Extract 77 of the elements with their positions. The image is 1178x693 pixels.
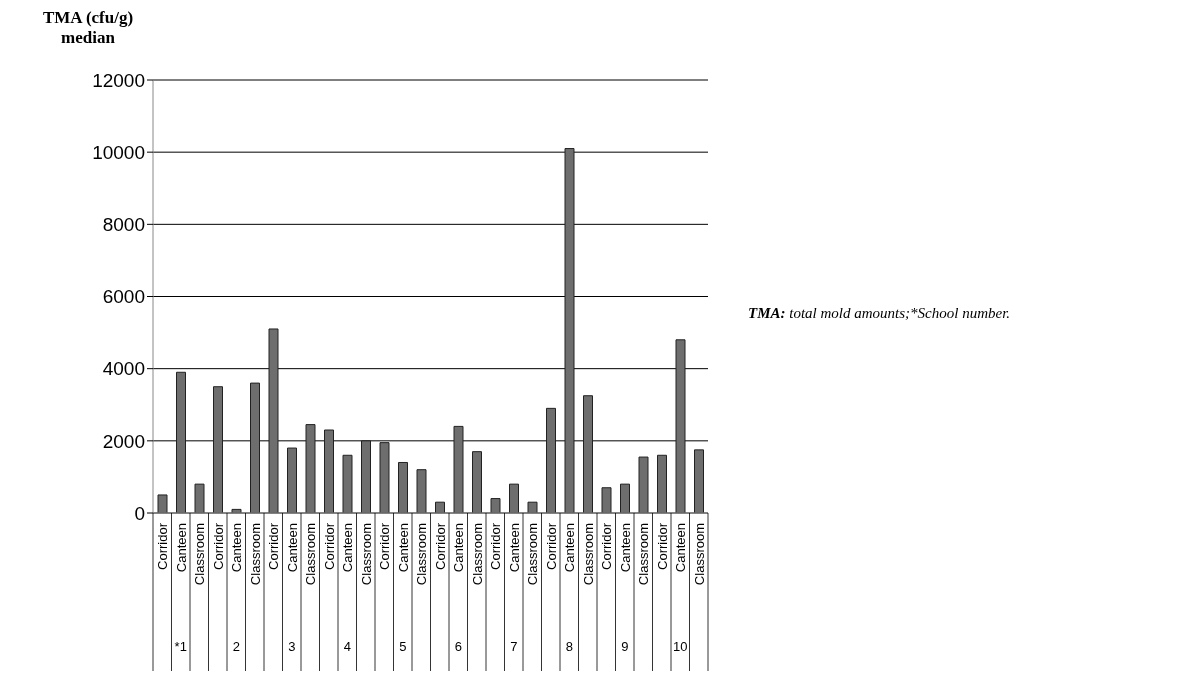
- text: 2: [232, 639, 240, 654]
- bar: [250, 382, 260, 513]
- text: TMA: total mold amounts;*School number.: [748, 305, 1011, 322]
- bar: [398, 461, 408, 513]
- y-tick-label: 8000: [102, 214, 145, 236]
- bar: [601, 487, 612, 513]
- x-tick-label: Classroom: [636, 523, 652, 586]
- y-tick-label: 6000: [102, 286, 145, 308]
- text: 6: [454, 639, 462, 654]
- y-tick-label: 4000: [102, 358, 145, 380]
- x-tick-label: Classroom: [691, 523, 707, 586]
- bar: [527, 501, 538, 513]
- x-tick-label: Classroom: [580, 523, 596, 586]
- text: 4: [343, 639, 351, 654]
- x-tick-label: Corridor: [432, 522, 448, 570]
- x-tick-label: Canteen: [284, 523, 300, 573]
- x-tick-label: Corridor: [155, 522, 171, 570]
- bar: [657, 454, 667, 513]
- bar: [268, 328, 279, 513]
- x-tick-label: Classroom: [469, 523, 485, 586]
- text: *1: [174, 639, 187, 654]
- x-tick-label: Corridor: [321, 522, 337, 570]
- bar: [194, 483, 205, 513]
- x-tick-label: Corridor: [599, 522, 615, 570]
- y-tick-label: 0: [134, 502, 145, 524]
- text: 9: [621, 639, 629, 654]
- bar: [453, 425, 464, 513]
- x-tick-label: Canteen: [562, 523, 578, 573]
- x-tick-label: Classroom: [414, 523, 430, 586]
- bar: [490, 498, 501, 513]
- bar: [472, 451, 482, 513]
- x-tick-label: Corridor: [210, 522, 226, 570]
- bar: [675, 339, 686, 513]
- bar: [379, 442, 390, 513]
- text: 5: [399, 639, 407, 654]
- x-tick-label: Corridor: [543, 522, 559, 570]
- y-tick-label: 12000: [92, 69, 145, 91]
- x-tick-label: Classroom: [358, 523, 374, 586]
- x-tick-label: Canteen: [229, 523, 245, 573]
- y-axis-title: TMA (cfu/g) median: [41, 8, 135, 48]
- y-tick-label: 10000: [92, 141, 145, 163]
- bar: [342, 454, 353, 513]
- x-tick-label: Canteen: [173, 523, 189, 573]
- bar: [361, 440, 371, 513]
- bar: [416, 469, 427, 513]
- x-tick-label: Canteen: [617, 523, 633, 573]
- x-tick-label: Canteen: [340, 523, 356, 573]
- bar: [213, 386, 223, 513]
- text: 7: [510, 639, 518, 654]
- bar: [509, 483, 519, 513]
- bar: [583, 395, 593, 513]
- bar: [176, 371, 186, 513]
- bar: [546, 407, 556, 513]
- x-tick-label: Classroom: [525, 523, 541, 586]
- bar: [287, 447, 297, 513]
- text: 3: [288, 639, 296, 654]
- bar: [564, 148, 575, 513]
- x-tick-label: Corridor: [377, 522, 393, 570]
- x-tick-label: Canteen: [506, 523, 522, 573]
- x-tick-label: Classroom: [247, 523, 263, 586]
- x-tick-label: Canteen: [673, 523, 689, 573]
- x-tick-label: Corridor: [488, 522, 504, 570]
- bar: [694, 449, 704, 513]
- text: 8: [565, 639, 573, 654]
- x-tick-label: Canteen: [451, 523, 467, 573]
- bar: [324, 429, 334, 513]
- x-tick-label: Corridor: [654, 522, 670, 570]
- bar: [157, 494, 168, 513]
- x-tick-label: Corridor: [266, 522, 282, 570]
- bar: [620, 483, 630, 513]
- x-tick-label: Classroom: [303, 523, 319, 586]
- y-tick-label: 2000: [102, 430, 145, 452]
- text: 10: [673, 639, 688, 654]
- x-tick-label: Classroom: [192, 523, 208, 586]
- bar: [305, 424, 316, 513]
- x-tick-label: Canteen: [395, 523, 411, 573]
- bar: [638, 456, 649, 513]
